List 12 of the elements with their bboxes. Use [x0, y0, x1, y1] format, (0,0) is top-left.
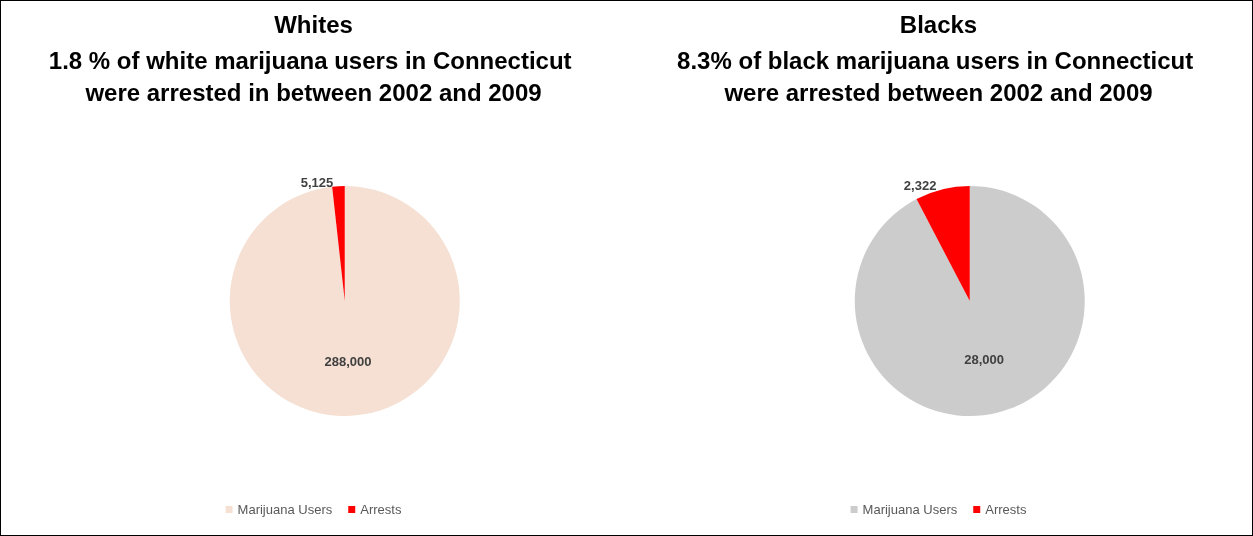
chart-subtitle: 8.3% of black marijuana users in Connecticut were arrested between 2002 and 2009 — [677, 46, 1200, 106]
data-label: 5,125 — [300, 174, 334, 190]
legend-label: Arrests — [985, 502, 1027, 517]
legend-label: Marijuana Users — [237, 502, 333, 517]
data-label: 28,000 — [964, 352, 1005, 368]
data-label: 288,000 — [324, 353, 372, 369]
data-label: 2,322 — [903, 177, 937, 193]
legend-label: Arrests — [360, 502, 402, 517]
chart-title: Whites — [274, 10, 353, 38]
chart-title: Blacks — [899, 10, 978, 38]
chart-subtitle: 1.8 % of white marijuana users in Connecticut were arrested in between 2002 and 2009 — [48, 46, 579, 106]
legend-label: Marijuana Users — [862, 502, 958, 517]
